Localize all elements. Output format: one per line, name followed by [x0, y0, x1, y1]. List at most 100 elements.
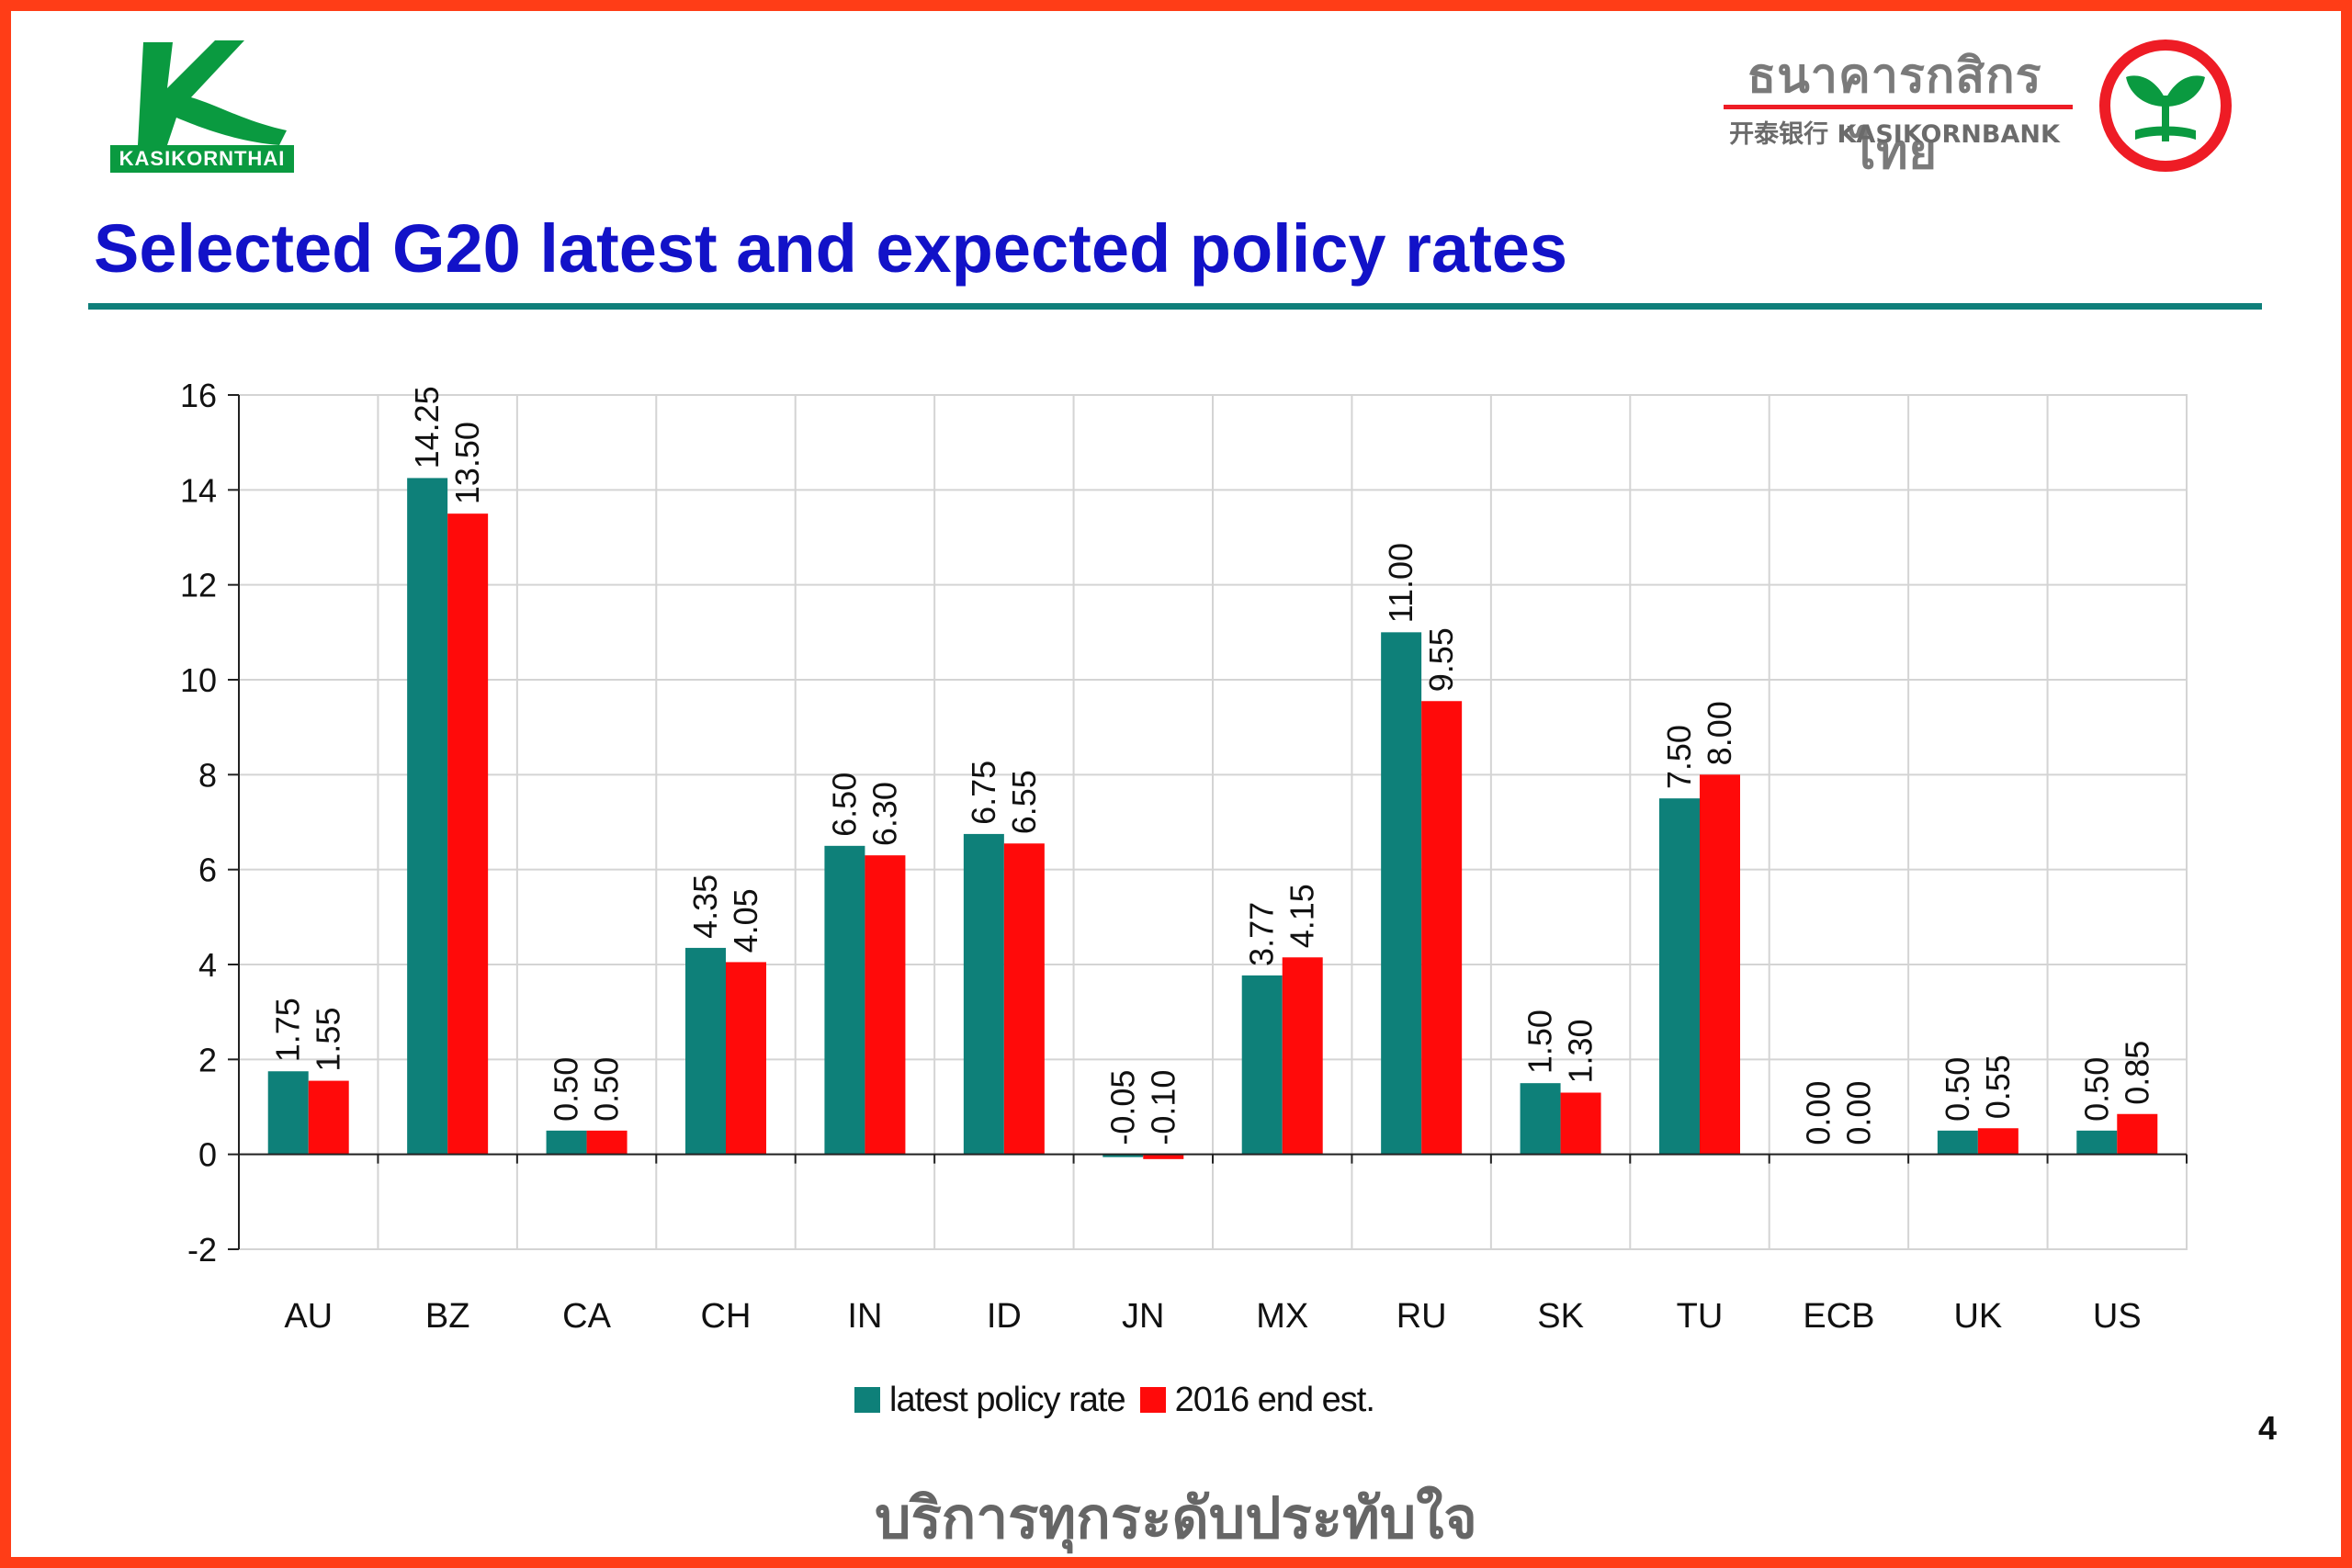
x-tick-label-jn: JN	[1122, 1297, 1164, 1336]
bank-name-english: 开泰银行 KASIKORNBANK	[1729, 120, 2060, 149]
bar-us-estimate	[2117, 1113, 2158, 1155]
data-label-in-latest: 6.50	[825, 773, 863, 837]
x-tick-label-ch: CH	[701, 1297, 752, 1336]
x-tick-label-ru: RU	[1396, 1297, 1447, 1336]
x-tick-label-au: AU	[284, 1297, 333, 1336]
legend-swatch-latest	[854, 1387, 880, 1413]
bar-sk-estimate	[1560, 1092, 1601, 1155]
footer-slogan: บริการทุกระดับประทับใจ	[875, 1484, 1477, 1551]
bar-in-latest	[824, 845, 865, 1155]
legend-item-estimate: 2016 end est.	[1139, 1380, 1375, 1420]
bar-jn-estimate	[1143, 1154, 1184, 1159]
y-tick-label: -2	[187, 1231, 217, 1269]
x-tick-label-bz: BZ	[425, 1297, 470, 1336]
x-tick-label-ca: CA	[562, 1297, 611, 1336]
kasikornthai-logo: KASIKORNTHAI	[107, 33, 298, 180]
data-label-jn-estimate: -0.10	[1144, 1070, 1182, 1145]
kasikornbank-logo: ธนาคารกสิกรไทย 开泰银行 KASIKORNBANK	[1709, 37, 2242, 180]
bar-ca-latest	[546, 1130, 587, 1155]
bar-uk-estimate	[1977, 1128, 2018, 1155]
data-label-ru-estimate: 9.55	[1422, 627, 1460, 692]
x-tick-label-ecb: ECB	[1803, 1297, 1874, 1336]
data-label-in-estimate: 6.30	[865, 782, 903, 846]
data-label-id-estimate: 6.55	[1005, 770, 1043, 834]
bar-mx-estimate	[1282, 957, 1323, 1155]
y-tick-label: 14	[180, 471, 217, 509]
x-tick-label-id: ID	[987, 1297, 1022, 1336]
page-number: 4	[2258, 1409, 2278, 1447]
kbank-emblem-icon	[2099, 39, 2232, 172]
data-label-au-latest: 1.75	[269, 998, 307, 1062]
legend-item-latest: latest policy rate	[854, 1380, 1126, 1420]
bar-au-latest	[267, 1071, 309, 1155]
bar-id-estimate	[1003, 843, 1045, 1155]
axes: -2 0 2 4 6 8 10 12 14 16 AU BZ CA CH IN ID JN MX RU SK TU ECB…	[180, 377, 2188, 1336]
bar-in-estimate	[865, 855, 906, 1155]
data-label-jn-latest: -0.05	[1103, 1070, 1141, 1145]
y-tick-label: 6	[198, 852, 217, 889]
data-label-id-latest: 6.75	[965, 761, 1002, 825]
data-label-bz-latest: 14.25	[408, 386, 446, 468]
data-label-ch-latest: 4.35	[686, 874, 724, 939]
legend-swatch-estimate	[1139, 1387, 1166, 1413]
chart-legend: latest policy rate 2016 end est.	[854, 1374, 1389, 1426]
data-label-tu-latest: 7.50	[1660, 725, 1698, 789]
left-logo-text: KASIKORNTHAI	[110, 145, 294, 173]
legend-label-latest: latest policy rate	[889, 1380, 1126, 1419]
data-label-ca-estimate: 0.50	[588, 1057, 626, 1122]
data-label-bz-estimate: 13.50	[448, 422, 486, 504]
y-tick-label: 12	[180, 567, 217, 604]
bar-bz-estimate	[447, 513, 489, 1155]
data-label-us-estimate: 0.85	[2118, 1041, 2155, 1105]
y-tick-label: 2	[198, 1041, 217, 1078]
bar-ca-estimate	[586, 1130, 628, 1155]
bar-us-latest	[2076, 1130, 2118, 1155]
bar-jn-latest	[1102, 1154, 1144, 1157]
bars	[267, 478, 2158, 1159]
x-tick-label-in: IN	[847, 1297, 882, 1336]
data-label-sk-estimate: 1.30	[1562, 1019, 1600, 1083]
data-label-uk-latest: 0.50	[1939, 1057, 1976, 1122]
bar-tu-latest	[1659, 798, 1700, 1155]
data-label-mx-latest: 3.77	[1243, 902, 1281, 966]
bar-tu-estimate	[1700, 774, 1740, 1155]
x-tick-label-uk: UK	[1953, 1297, 2002, 1336]
bar-ru-estimate	[1421, 701, 1463, 1155]
data-label-mx-estimate: 4.15	[1283, 884, 1321, 948]
bar-bz-latest	[407, 478, 448, 1155]
bar-sk-latest	[1520, 1083, 1561, 1155]
bank-name-underline	[1724, 105, 2073, 109]
legend-label-estimate: 2016 end est.	[1174, 1380, 1375, 1419]
data-label-sk-latest: 1.50	[1521, 1010, 1559, 1074]
x-tick-label-us: US	[2093, 1297, 2142, 1336]
data-label-us-latest: 0.50	[2077, 1057, 2115, 1122]
title-divider	[88, 303, 2262, 310]
k-mark-icon	[138, 40, 287, 145]
data-label-uk-estimate: 0.55	[1979, 1055, 2017, 1119]
data-label-ecb-estimate: 0.00	[1839, 1081, 1877, 1145]
x-tick-label-sk: SK	[1537, 1297, 1584, 1336]
data-label-tu-estimate: 8.00	[1701, 701, 1738, 765]
bar-ch-latest	[685, 947, 726, 1155]
data-label-au-estimate: 1.55	[310, 1008, 347, 1072]
bank-name-thai: ธนาคารกสิกรไทย	[1747, 49, 2042, 180]
bar-ch-estimate	[726, 962, 766, 1155]
bar-au-estimate	[308, 1080, 349, 1155]
page-title: Selected G20 latest and expected policy …	[94, 210, 1568, 287]
data-label-ru-latest: 11.00	[1382, 543, 1419, 623]
x-tick-label-tu: TU	[1677, 1297, 1724, 1336]
y-tick-label: 4	[198, 946, 217, 984]
bar-ru-latest	[1381, 632, 1422, 1155]
y-tick-label: 0	[198, 1136, 217, 1174]
y-tick-label: 16	[180, 377, 217, 414]
bar-uk-latest	[1937, 1130, 1978, 1155]
x-tick-label-mx: MX	[1256, 1297, 1308, 1336]
bar-id-latest	[963, 833, 1004, 1155]
data-label-ca-latest: 0.50	[548, 1057, 585, 1122]
y-tick-label: 8	[198, 756, 217, 794]
data-label-ecb-latest: 0.00	[1799, 1081, 1837, 1145]
data-label-ch-estimate: 4.05	[727, 888, 764, 953]
bar-mx-latest	[1241, 975, 1283, 1155]
